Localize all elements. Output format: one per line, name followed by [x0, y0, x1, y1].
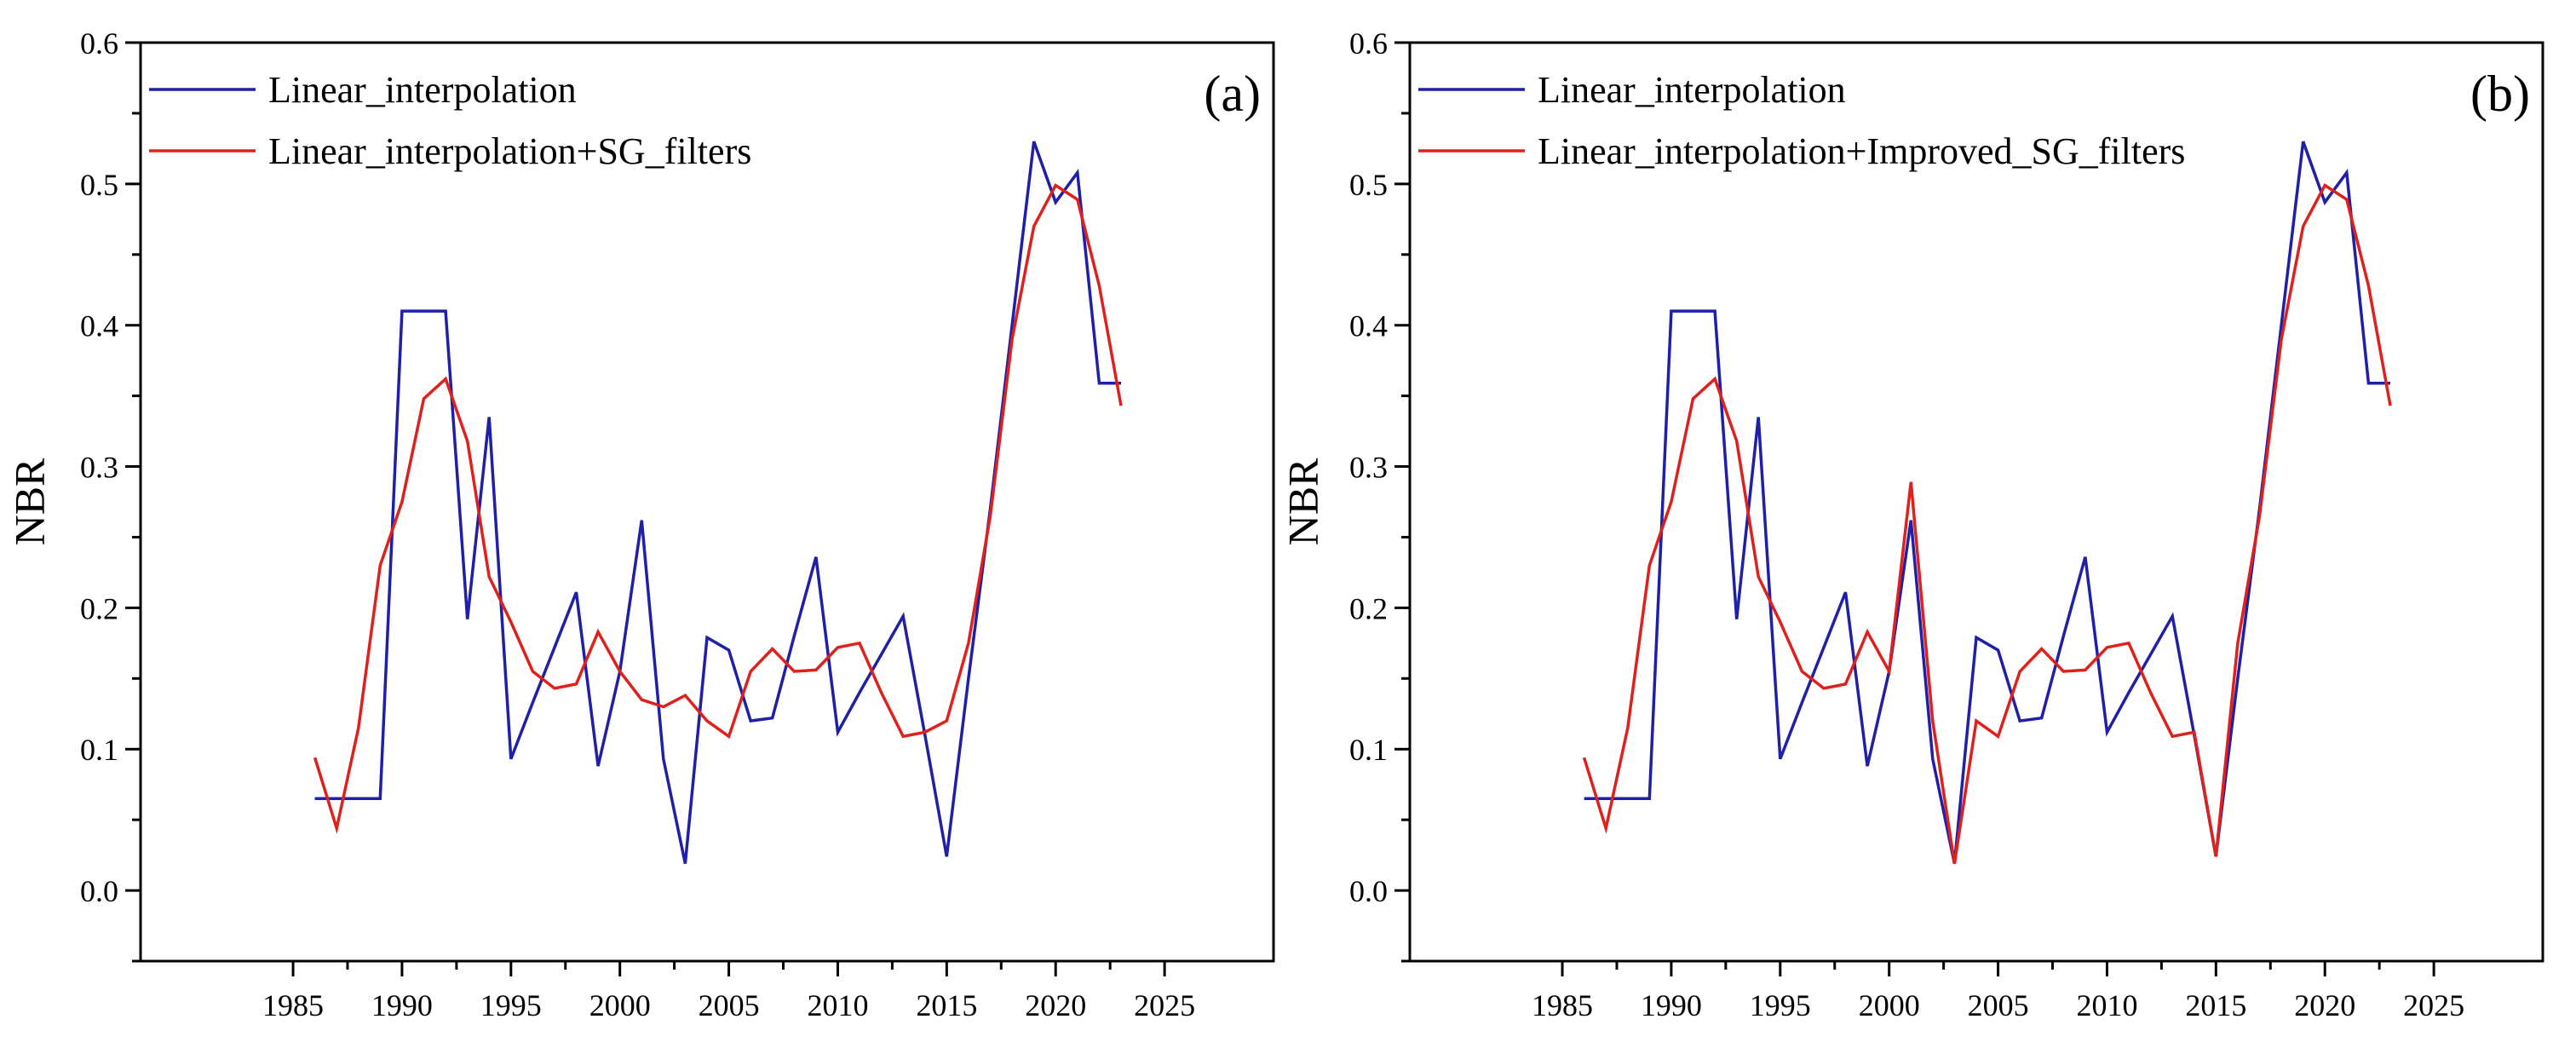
x-tick-label: 2015: [2185, 988, 2246, 1022]
series-line-linear-interpolation: [314, 141, 1121, 864]
legend-entry-label: Linear_interpolation+Improved_SG_filters: [1538, 130, 2185, 172]
x-tick-label: 1990: [371, 988, 433, 1022]
series-line-linear-interpolation: [1584, 141, 2390, 864]
x-tick-label: 1985: [1532, 988, 1593, 1022]
x-tick-label: 2010: [2076, 988, 2137, 1022]
y-tick-label: 0.4: [80, 309, 118, 343]
y-tick-label: 0.0: [1349, 874, 1388, 908]
x-tick-label: 1995: [480, 988, 542, 1022]
legend-entry-label: Linear_interpolation+SG_filters: [268, 130, 751, 172]
x-tick-label: 2005: [699, 988, 760, 1022]
y-tick-label: 0.2: [1349, 591, 1388, 625]
chart-panel-b: 1985 1990 1995 2000 2005 2010 2015 2020 2025 0.0 0…: [1279, 26, 2544, 1022]
y-tick-label: 0.5: [80, 168, 118, 202]
x-tick-label: 2000: [1859, 988, 1920, 1022]
plot-frame: [1408, 41, 2544, 963]
panel-label: (a): [1204, 66, 1261, 122]
series-line-filtered: [1582, 182, 2392, 864]
legend-entry-label: Linear_interpolation: [1538, 69, 1846, 111]
x-tick-label: 1985: [262, 988, 324, 1022]
chart-panel-a: 1985 1990 1995 2000 2005 2010 2015 2020 2025 0.0 0…: [5, 26, 1275, 1022]
panel-label: (b): [2470, 66, 2530, 122]
y-tick-label: 0.1: [80, 733, 118, 767]
series-line-filtered: [313, 182, 1123, 834]
x-tick-label: 2025: [1134, 988, 1195, 1022]
y-tick-label: 0.4: [1349, 309, 1388, 343]
legend-entry-label: Linear_interpolation: [268, 69, 577, 111]
x-tick-label: 1990: [1641, 988, 1702, 1022]
x-tick-label: 2020: [1025, 988, 1086, 1022]
y-tick-label: 0.1: [1349, 733, 1388, 767]
x-tick-label: 1995: [1750, 988, 1811, 1022]
plot-frame: [139, 41, 1275, 963]
y-tick-label: 0.2: [80, 591, 118, 625]
x-tick-label: 2010: [807, 988, 868, 1022]
x-tick-label: 2000: [589, 988, 651, 1022]
y-tick-label: 0.6: [80, 26, 118, 60]
y-tick-label: 0.0: [80, 874, 118, 908]
x-tick-label: 2020: [2294, 988, 2355, 1022]
y-tick-label: 0.3: [80, 451, 118, 485]
y-tick-label: 0.3: [1349, 451, 1388, 485]
y-tick-label: 0.6: [1349, 26, 1388, 60]
y-axis-label: NBR: [5, 458, 53, 545]
x-tick-label: 2015: [916, 988, 977, 1022]
x-tick-label: 2025: [2403, 988, 2464, 1022]
y-tick-label: 0.5: [1349, 168, 1388, 202]
x-tick-label: 2005: [1968, 988, 2029, 1022]
y-axis-label: NBR: [1279, 458, 1326, 545]
